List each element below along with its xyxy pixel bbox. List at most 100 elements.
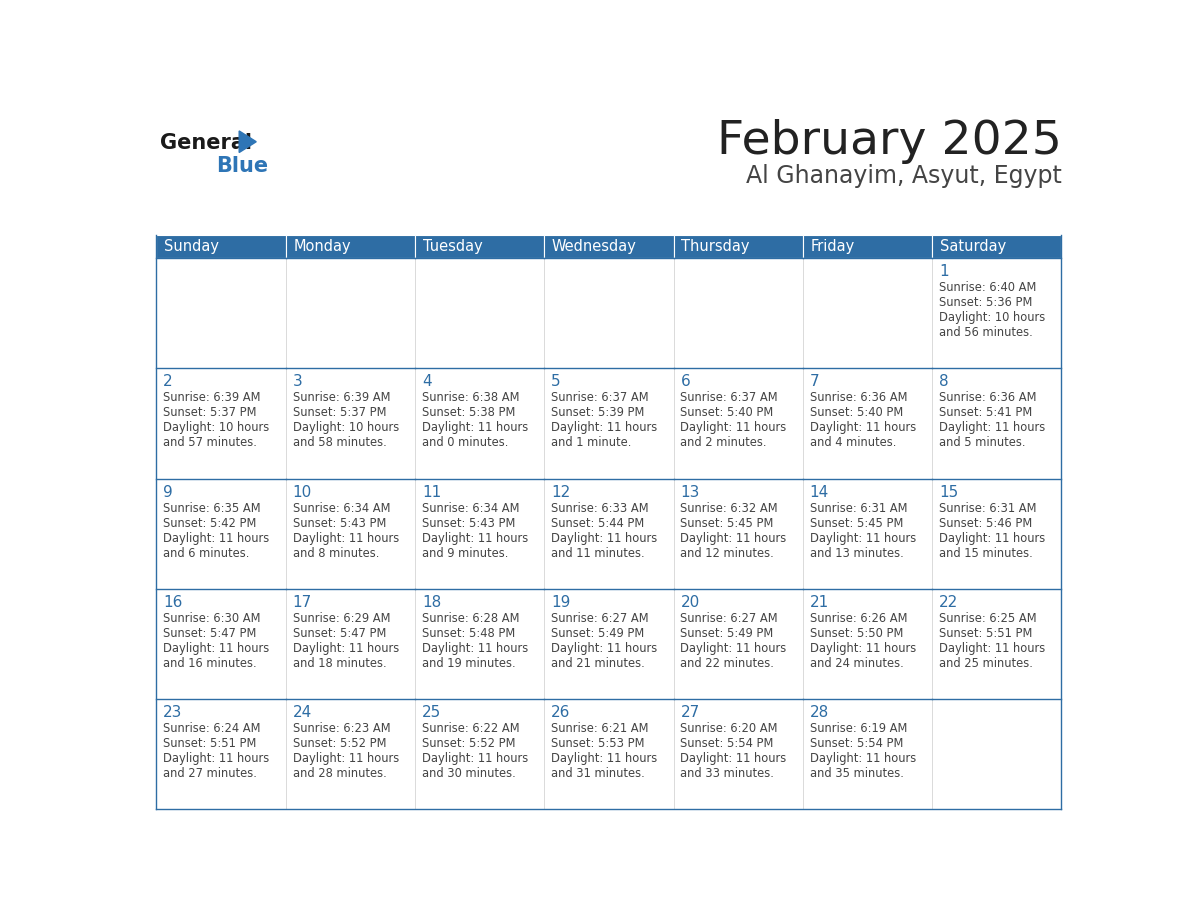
Text: and 5 minutes.: and 5 minutes. xyxy=(939,436,1025,450)
Text: 28: 28 xyxy=(810,705,829,721)
Text: Sunrise: 6:28 AM: Sunrise: 6:28 AM xyxy=(422,612,519,625)
Bar xyxy=(157,699,285,810)
Bar xyxy=(674,588,803,699)
Bar xyxy=(415,368,544,478)
Text: Sunrise: 6:33 AM: Sunrise: 6:33 AM xyxy=(551,501,649,515)
Bar xyxy=(933,478,1061,588)
Bar xyxy=(415,258,544,368)
Text: and 24 minutes.: and 24 minutes. xyxy=(810,657,904,670)
Text: 14: 14 xyxy=(810,485,829,499)
Bar xyxy=(285,235,415,258)
Bar xyxy=(674,258,803,368)
Bar xyxy=(803,368,933,478)
Text: Daylight: 11 hours: Daylight: 11 hours xyxy=(551,532,657,544)
Text: Sunset: 5:43 PM: Sunset: 5:43 PM xyxy=(422,517,516,530)
Text: Daylight: 11 hours: Daylight: 11 hours xyxy=(163,642,270,655)
Text: 27: 27 xyxy=(681,705,700,721)
Text: Sunset: 5:43 PM: Sunset: 5:43 PM xyxy=(292,517,386,530)
Text: Sunrise: 6:37 AM: Sunrise: 6:37 AM xyxy=(551,391,649,404)
Bar xyxy=(544,588,674,699)
Text: and 13 minutes.: and 13 minutes. xyxy=(810,547,904,560)
Text: Sunrise: 6:39 AM: Sunrise: 6:39 AM xyxy=(292,391,390,404)
Text: Daylight: 11 hours: Daylight: 11 hours xyxy=(422,752,529,766)
Text: Monday: Monday xyxy=(293,239,350,254)
Text: Sunrise: 6:24 AM: Sunrise: 6:24 AM xyxy=(163,722,260,735)
Text: and 0 minutes.: and 0 minutes. xyxy=(422,436,508,450)
Bar xyxy=(157,368,285,478)
Text: Sunset: 5:52 PM: Sunset: 5:52 PM xyxy=(422,737,516,750)
Text: Sunrise: 6:32 AM: Sunrise: 6:32 AM xyxy=(681,501,778,515)
Text: Sunrise: 6:40 AM: Sunrise: 6:40 AM xyxy=(939,281,1036,294)
Bar xyxy=(803,235,933,258)
Text: Sunrise: 6:29 AM: Sunrise: 6:29 AM xyxy=(292,612,390,625)
Text: Sunrise: 6:21 AM: Sunrise: 6:21 AM xyxy=(551,722,649,735)
Bar xyxy=(544,478,674,588)
Text: Sunset: 5:37 PM: Sunset: 5:37 PM xyxy=(163,407,257,420)
Bar xyxy=(933,258,1061,368)
Text: Daylight: 11 hours: Daylight: 11 hours xyxy=(810,752,916,766)
Bar xyxy=(674,699,803,810)
Text: Daylight: 11 hours: Daylight: 11 hours xyxy=(551,752,657,766)
Text: Daylight: 11 hours: Daylight: 11 hours xyxy=(422,421,529,434)
Text: Daylight: 11 hours: Daylight: 11 hours xyxy=(810,421,916,434)
Bar xyxy=(285,699,415,810)
Text: and 28 minutes.: and 28 minutes. xyxy=(292,767,386,780)
Bar xyxy=(157,235,285,258)
Bar xyxy=(803,478,933,588)
Text: and 1 minute.: and 1 minute. xyxy=(551,436,632,450)
Text: Sunset: 5:49 PM: Sunset: 5:49 PM xyxy=(681,627,773,640)
Text: Sunset: 5:50 PM: Sunset: 5:50 PM xyxy=(810,627,903,640)
Text: Sunrise: 6:30 AM: Sunrise: 6:30 AM xyxy=(163,612,260,625)
Text: and 25 minutes.: and 25 minutes. xyxy=(939,657,1034,670)
Text: Sunrise: 6:35 AM: Sunrise: 6:35 AM xyxy=(163,501,261,515)
Text: Sunset: 5:47 PM: Sunset: 5:47 PM xyxy=(292,627,386,640)
Text: and 4 minutes.: and 4 minutes. xyxy=(810,436,896,450)
Text: Tuesday: Tuesday xyxy=(423,239,482,254)
Text: Daylight: 11 hours: Daylight: 11 hours xyxy=(939,421,1045,434)
Bar xyxy=(544,699,674,810)
Text: Sunset: 5:37 PM: Sunset: 5:37 PM xyxy=(292,407,386,420)
Text: Daylight: 11 hours: Daylight: 11 hours xyxy=(681,532,786,544)
Bar xyxy=(544,235,674,258)
Text: Daylight: 11 hours: Daylight: 11 hours xyxy=(422,642,529,655)
Bar xyxy=(544,368,674,478)
Text: Sunset: 5:44 PM: Sunset: 5:44 PM xyxy=(551,517,644,530)
Text: 9: 9 xyxy=(163,485,173,499)
Bar xyxy=(285,258,415,368)
Text: and 58 minutes.: and 58 minutes. xyxy=(292,436,386,450)
Text: Sunrise: 6:37 AM: Sunrise: 6:37 AM xyxy=(681,391,778,404)
Text: Sunrise: 6:19 AM: Sunrise: 6:19 AM xyxy=(810,722,908,735)
Text: 16: 16 xyxy=(163,595,183,610)
Text: Daylight: 11 hours: Daylight: 11 hours xyxy=(681,642,786,655)
Text: Sunset: 5:40 PM: Sunset: 5:40 PM xyxy=(681,407,773,420)
Bar xyxy=(415,235,544,258)
Bar xyxy=(157,588,285,699)
Bar xyxy=(157,258,285,368)
Text: Sunday: Sunday xyxy=(164,239,219,254)
Bar xyxy=(285,588,415,699)
Text: Daylight: 11 hours: Daylight: 11 hours xyxy=(292,752,399,766)
Text: Sunset: 5:53 PM: Sunset: 5:53 PM xyxy=(551,737,645,750)
Text: Sunrise: 6:20 AM: Sunrise: 6:20 AM xyxy=(681,722,778,735)
Bar xyxy=(157,478,285,588)
Text: Sunrise: 6:36 AM: Sunrise: 6:36 AM xyxy=(810,391,908,404)
Text: and 57 minutes.: and 57 minutes. xyxy=(163,436,257,450)
Text: 5: 5 xyxy=(551,375,561,389)
Bar xyxy=(933,588,1061,699)
Text: Sunset: 5:41 PM: Sunset: 5:41 PM xyxy=(939,407,1032,420)
Text: Sunrise: 6:34 AM: Sunrise: 6:34 AM xyxy=(422,501,519,515)
Bar xyxy=(544,258,674,368)
Text: 25: 25 xyxy=(422,705,441,721)
Text: Sunset: 5:47 PM: Sunset: 5:47 PM xyxy=(163,627,257,640)
Bar xyxy=(933,368,1061,478)
Bar xyxy=(803,699,933,810)
Text: Sunset: 5:38 PM: Sunset: 5:38 PM xyxy=(422,407,516,420)
Text: and 15 minutes.: and 15 minutes. xyxy=(939,547,1032,560)
Text: Sunset: 5:36 PM: Sunset: 5:36 PM xyxy=(939,297,1032,309)
Bar xyxy=(285,478,415,588)
Text: Sunrise: 6:27 AM: Sunrise: 6:27 AM xyxy=(551,612,649,625)
Text: 4: 4 xyxy=(422,375,431,389)
Text: Sunset: 5:46 PM: Sunset: 5:46 PM xyxy=(939,517,1032,530)
Text: 22: 22 xyxy=(939,595,959,610)
Text: Daylight: 11 hours: Daylight: 11 hours xyxy=(551,642,657,655)
